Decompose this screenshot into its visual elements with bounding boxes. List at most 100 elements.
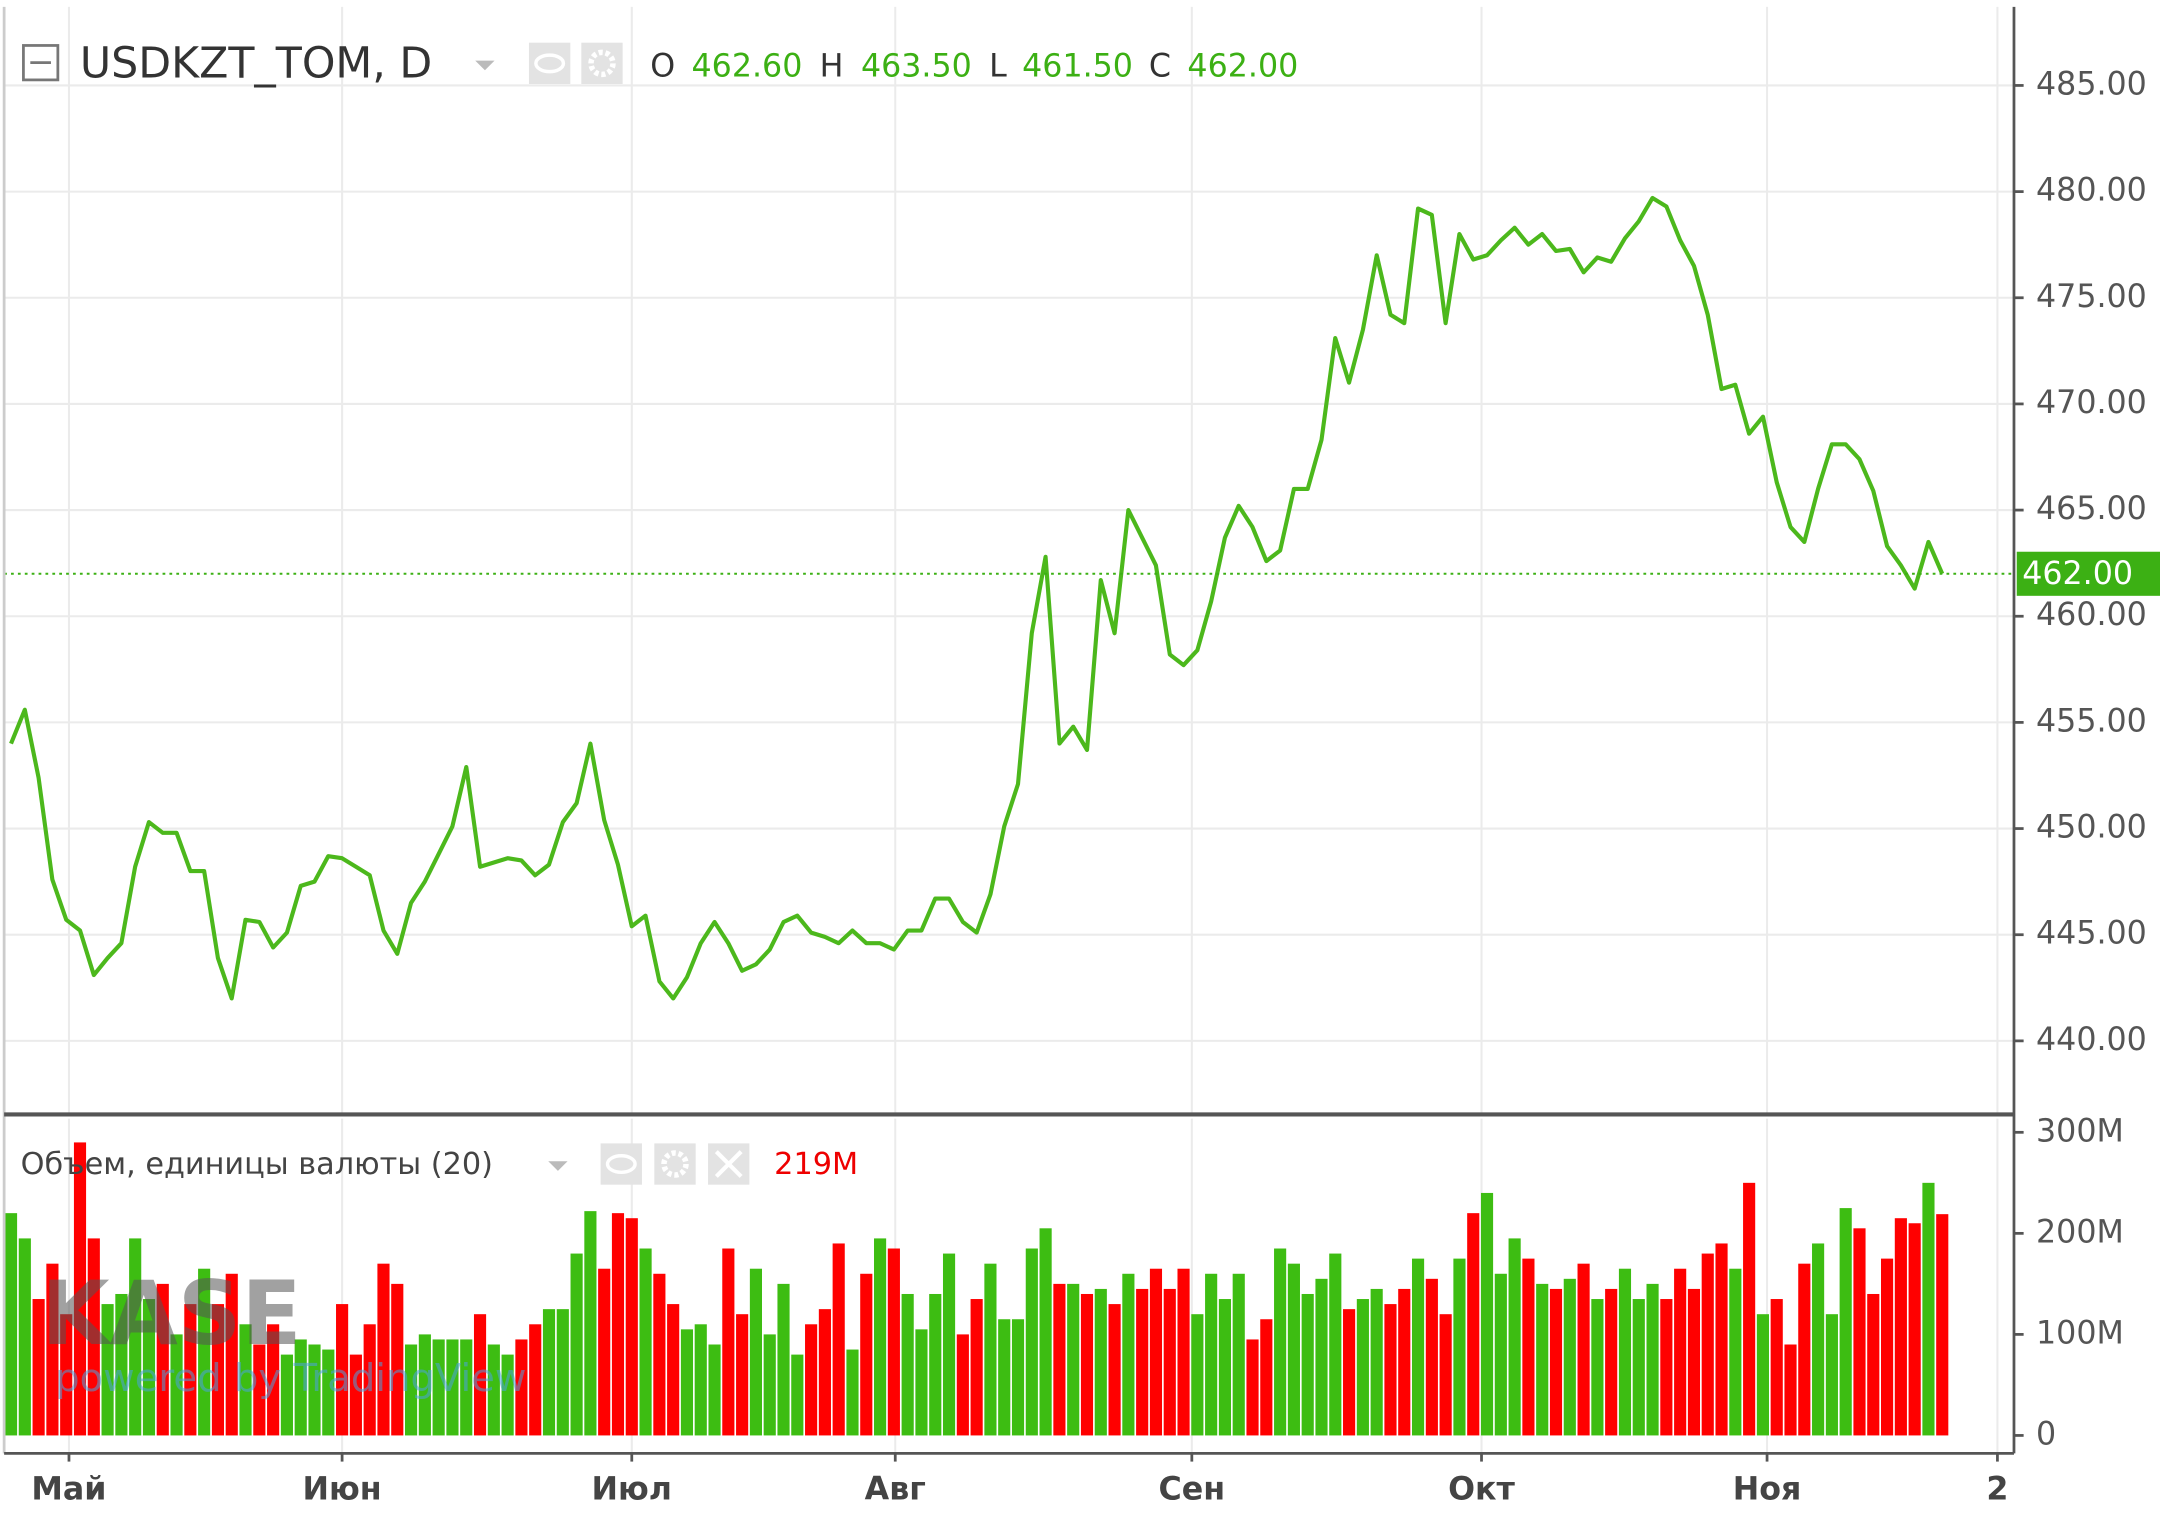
volume-bar — [1632, 1299, 1645, 1436]
volume-bar — [225, 1273, 238, 1436]
volume-bar — [1343, 1309, 1356, 1436]
volume-bar — [915, 1329, 928, 1436]
volume-bar — [280, 1354, 293, 1436]
y-tick-label: 465.00 — [2036, 491, 2147, 527]
x-tick-label: Июл — [592, 1472, 672, 1508]
volume-bar — [1494, 1273, 1507, 1436]
volume-gear-icon[interactable] — [654, 1143, 696, 1185]
volume-bar — [1425, 1278, 1438, 1436]
y-tick-label: 200M — [2036, 1214, 2124, 1250]
y-tick-label: 485.00 — [2036, 66, 2147, 102]
ohlc-value: 462.60 — [692, 49, 803, 85]
volume-bar — [763, 1334, 776, 1436]
ohlc-legend: O 462.60 H 463.50 L 461.50 C 462.00 — [650, 49, 1298, 85]
volume-bar — [18, 1238, 31, 1436]
volume-bar — [267, 1324, 280, 1436]
ohlc-label: O — [650, 49, 675, 85]
price-line — [9, 195, 1945, 1001]
volume-bar — [1563, 1278, 1576, 1436]
volume-bar — [1687, 1288, 1701, 1436]
x-tick-label: Май — [31, 1472, 106, 1508]
volume-bar — [777, 1283, 790, 1436]
volume-bar — [1398, 1288, 1411, 1436]
volume-bar — [1770, 1299, 1783, 1436]
volume-bar — [1701, 1253, 1714, 1436]
symbol-menu-arrow[interactable] — [475, 60, 495, 71]
volume-bar — [239, 1324, 252, 1436]
volume-bar — [639, 1248, 652, 1436]
volume-bar — [584, 1211, 597, 1436]
volume-bar — [1177, 1268, 1190, 1436]
volume-bar — [363, 1324, 376, 1436]
volume-last-value: 219M — [774, 1147, 858, 1182]
volume-bar — [101, 1304, 114, 1436]
watermark-text: powered by TradingView — [55, 1356, 526, 1401]
x-tick-label: Авг — [865, 1472, 926, 1508]
volume-bar — [805, 1324, 818, 1436]
volume-bar — [1825, 1314, 1838, 1436]
volume-bar — [87, 1238, 100, 1436]
volume-bar — [653, 1273, 666, 1436]
ohlc-label: C — [1149, 49, 1171, 85]
volume-bar — [1122, 1273, 1135, 1436]
volume-bar — [1274, 1248, 1287, 1436]
volume-bar — [929, 1293, 942, 1436]
volume-bar — [1246, 1339, 1259, 1436]
volume-bar — [1605, 1288, 1618, 1436]
y-tick-label: 480.00 — [2036, 173, 2147, 209]
volume-bar — [542, 1309, 556, 1436]
price-layer — [4, 195, 2014, 1001]
ohlc-label: L — [989, 49, 1007, 85]
volume-bar — [529, 1324, 542, 1436]
volume-bar — [377, 1263, 390, 1436]
volume-bar — [1301, 1293, 1314, 1436]
volume-bar — [1384, 1304, 1397, 1436]
volume-bar — [32, 1299, 45, 1436]
axes-layer: Май Июн Июл Авг Сен Окт Ноя 2 440.00 445.00 450.00… — [31, 66, 2160, 1508]
volume-bar — [1356, 1299, 1369, 1436]
collapse-icon[interactable] — [22, 44, 60, 82]
volume-bar — [1784, 1344, 1797, 1436]
volume-bar — [1508, 1238, 1521, 1436]
volume-bar — [4, 1213, 18, 1436]
volume-bar — [887, 1248, 900, 1436]
y-tick-label: 0 — [2036, 1416, 2056, 1452]
y-tick-label: 440.00 — [2036, 1022, 2147, 1058]
volume-bar — [404, 1344, 418, 1436]
y-tick-label: 470.00 — [2036, 385, 2147, 421]
volume-bar — [129, 1238, 142, 1436]
volume-bar — [1011, 1319, 1025, 1436]
volume-bar — [1618, 1268, 1632, 1436]
volume-bar — [1536, 1283, 1549, 1436]
volume-bar — [46, 1263, 59, 1436]
volume-bar — [667, 1304, 680, 1436]
volume-bar — [1136, 1288, 1149, 1436]
volume-bar — [1163, 1288, 1176, 1436]
volume-bar — [156, 1283, 169, 1436]
volume-bar — [336, 1304, 349, 1436]
volume-bar — [253, 1344, 266, 1436]
volume-bar — [60, 1314, 73, 1436]
volume-bar — [1094, 1288, 1107, 1436]
x-tick-label: Ноя — [1733, 1472, 1802, 1508]
volume-bar — [901, 1293, 914, 1436]
volume-bar — [184, 1304, 197, 1436]
volume-bar — [198, 1268, 211, 1436]
gear-icon-shape — [588, 49, 616, 78]
volume-bar — [1467, 1213, 1480, 1436]
volume-bar — [142, 1299, 156, 1436]
volume-bar — [1260, 1319, 1273, 1436]
volume-bar — [749, 1268, 762, 1436]
watermark: KASE powered by TradingView — [41, 1262, 526, 1401]
volume-bar — [832, 1243, 845, 1436]
volume-bar — [170, 1334, 183, 1436]
volume-bar — [1756, 1314, 1769, 1436]
volume-bar — [942, 1253, 956, 1436]
symbol-title: USDKZT_TOM, D — [80, 39, 432, 89]
volume-menu-arrow[interactable] — [548, 1161, 568, 1171]
volume-bar — [1232, 1273, 1245, 1436]
volume-bar — [1729, 1268, 1742, 1436]
gear-icon[interactable] — [581, 42, 623, 85]
